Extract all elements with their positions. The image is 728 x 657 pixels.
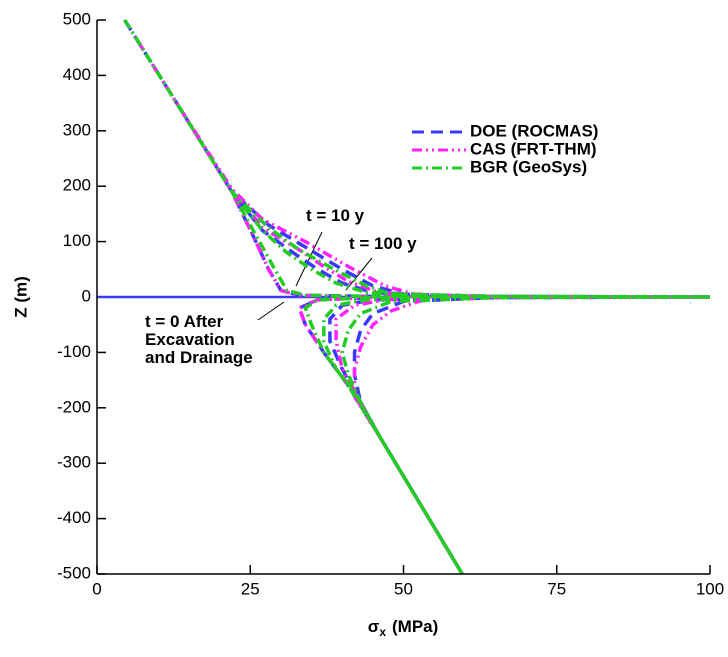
x-tick-label: 25 xyxy=(241,579,260,598)
x-tick-label: 0 xyxy=(92,579,101,598)
annotation-line: t = 10 y xyxy=(306,206,365,225)
y-tick-label: 500 xyxy=(63,9,91,28)
y-tick-label: -200 xyxy=(57,397,91,416)
annotation-line: t = 0 After xyxy=(145,312,224,331)
annotation-line: and Drainage xyxy=(145,348,253,367)
x-label-symbol: σ xyxy=(368,617,380,636)
y-tick-label: 400 xyxy=(63,65,91,84)
annotation: t = 100 y xyxy=(349,234,417,253)
annotation: t = 10 y xyxy=(306,206,365,225)
annotation-line: t = 100 y xyxy=(349,234,417,253)
annotation-line: Excavation xyxy=(145,330,235,349)
annotation: t = 0 After Excavation and Drainage xyxy=(145,312,253,367)
x-label-unit: (MPa) xyxy=(392,617,438,636)
y-tick-label: -300 xyxy=(57,453,91,472)
x-axis-label: σx (MPa) xyxy=(368,617,439,639)
x-tick-label: 100 xyxy=(696,579,724,598)
y-tick-label: 0 xyxy=(82,286,91,305)
x-tick-label: 75 xyxy=(547,579,566,598)
leader-line xyxy=(345,257,373,291)
x-tick-label: 50 xyxy=(394,579,413,598)
leader-line xyxy=(295,231,323,287)
legend-label: DOE (ROCMAS) xyxy=(470,121,598,140)
y-axis-label: Z (m) xyxy=(11,276,30,318)
leader-line xyxy=(257,301,285,321)
series-line xyxy=(123,19,711,575)
y-tick-label: 300 xyxy=(63,120,91,139)
y-tick-label: 200 xyxy=(63,176,91,195)
y-tick-label: -500 xyxy=(57,563,91,582)
x-label-subscript: x xyxy=(379,625,386,639)
legend-label: CAS (FRT-THM) xyxy=(470,139,597,158)
y-tick-label: -400 xyxy=(57,508,91,527)
y-tick-label: -100 xyxy=(57,342,91,361)
y-tick-label: 100 xyxy=(63,231,91,250)
legend-label: BGR (GeoSys) xyxy=(470,157,587,176)
